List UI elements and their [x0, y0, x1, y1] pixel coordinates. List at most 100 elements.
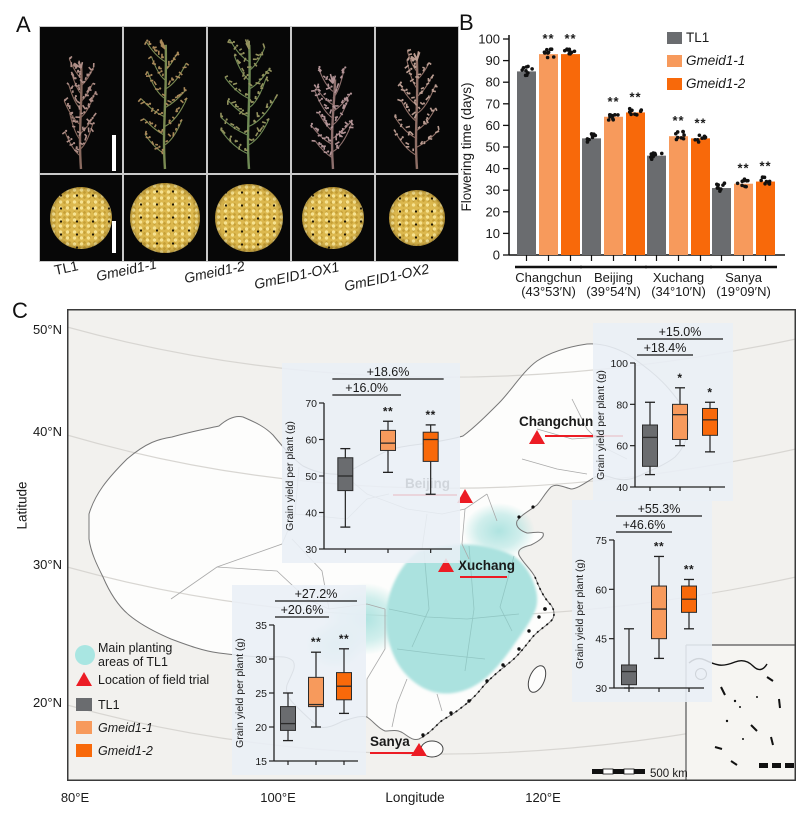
significance-mark: **	[654, 539, 664, 553]
bar-Gmeid1-2-Xuchang	[691, 138, 710, 255]
map-legend: Main planting areas of TL1 Location of f…	[75, 641, 209, 758]
svg-text:15: 15	[255, 756, 267, 768]
percent-increase-annotation: +15.0%	[659, 325, 702, 339]
lat-tick-30n: 30°N	[32, 557, 62, 572]
significance-mark: **	[759, 159, 771, 174]
svg-text:60: 60	[486, 118, 500, 133]
lat-tick-40n: 40°N	[32, 424, 62, 439]
box-Gmeid1-1	[380, 429, 396, 451]
significance-mark: **	[694, 115, 706, 130]
flowering-time-bar-chart: 0 10 20 30 40 50 60 70 80 90 100 Flowering time (da…	[459, 30, 785, 299]
nine-dash-line-marks	[759, 763, 794, 768]
latitude-axis-label: Latitude	[14, 481, 30, 530]
svg-text:40: 40	[616, 482, 628, 494]
significance-mark: **	[737, 161, 749, 176]
box-Gmeid1-1	[651, 585, 667, 640]
percent-increase-annotation: +18.6%	[367, 365, 410, 379]
legend-gmeid1-1-label: Gmeid1-1	[98, 721, 153, 735]
map-frame	[67, 309, 796, 781]
map-scale-bar: 500 km	[592, 768, 688, 780]
panel-b-letter: B	[459, 10, 474, 35]
group-label: Sanya	[725, 270, 763, 285]
svg-text:40: 40	[486, 161, 500, 176]
plant-photo-4	[375, 26, 459, 174]
significance-mark: **	[629, 89, 641, 104]
significance-mark: **	[564, 31, 576, 46]
legend-tl1-label: TL1	[98, 698, 120, 712]
svg-text:35: 35	[255, 620, 267, 632]
group-label: Xuchang	[653, 270, 704, 285]
trial-location-legend-icon	[76, 672, 92, 686]
svg-text:100: 100	[478, 32, 500, 47]
svg-text:60: 60	[305, 435, 317, 447]
seed-photo-2	[207, 174, 291, 262]
svg-text:70: 70	[486, 96, 500, 111]
significance-mark: **	[425, 408, 435, 422]
xuchang-marker-icon	[438, 558, 454, 572]
significance-mark: **	[542, 31, 554, 46]
bar-Gmeid1-2-Changchun	[561, 54, 580, 256]
lon-tick-120e: 120°E	[525, 790, 561, 805]
svg-text:75: 75	[595, 535, 607, 547]
bar-Gmeid1-1-Sanya	[734, 183, 753, 255]
gmeid1-1-legend-swatch	[76, 721, 92, 734]
plant-photo-3	[291, 26, 375, 174]
plant-photo-0	[39, 26, 123, 174]
svg-text:25: 25	[255, 688, 267, 700]
legend-label: TL1	[686, 30, 709, 45]
longitude-axis-label: Longitude	[385, 790, 445, 805]
bar-TL1-Changchun	[517, 71, 536, 256]
svg-text:60: 60	[595, 584, 607, 596]
box-Gmeid1-1	[308, 676, 324, 708]
lon-tick-100e: 100°E	[260, 790, 296, 805]
significance-mark: **	[383, 404, 393, 418]
legend-swatch-TL1	[667, 32, 682, 44]
svg-text:Grain yield per plant (g): Grain yield per plant (g)	[234, 638, 246, 748]
gmeid1-2-legend-swatch	[76, 744, 92, 757]
coastal-islands	[418, 505, 555, 740]
city-label-sanya: Sanya	[370, 734, 410, 749]
group-sublabel: (19°09′N)	[716, 284, 771, 299]
seed-plate	[50, 187, 112, 249]
lat-tick-20n: 20°N	[32, 695, 62, 710]
box-TL1	[621, 664, 637, 686]
legend-label: Gmeid1-1	[686, 53, 745, 68]
sanya-marker-icon	[411, 743, 427, 756]
legend-label: Gmeid1-2	[686, 76, 746, 91]
legend-planting-line1: Main planting	[98, 641, 172, 655]
seed-scale-bar	[112, 221, 116, 253]
svg-text:20: 20	[255, 722, 267, 734]
legend-gmeid1-2-label: Gmeid1-2	[98, 744, 153, 758]
significance-mark: *	[677, 371, 682, 385]
yield-boxplot-sanya: 15 20 25 30 35 Grain yield per plant (g) ** ** +…	[232, 585, 366, 775]
svg-text:0: 0	[493, 248, 500, 263]
percent-increase-annotation: +18.4%	[644, 341, 687, 355]
yield-boxplot-xuchang: 30 45 60 75 Grain yield per plant (g) ** ** +46…	[572, 500, 712, 702]
genotype-label-0: TL1	[52, 257, 80, 278]
significance-mark: **	[607, 94, 619, 109]
svg-text:80: 80	[616, 399, 628, 411]
beijing-marker-icon	[457, 489, 473, 503]
bar-Gmeid1-1-Xuchang	[669, 136, 688, 255]
bar-TL1-Xuchang	[647, 155, 666, 255]
percent-increase-annotation: +55.3%	[638, 502, 681, 516]
panel-c-letter: C	[12, 298, 28, 323]
significance-mark: **	[672, 113, 684, 128]
box-TL1	[280, 706, 296, 731]
plant-photo-2	[207, 26, 291, 174]
legend-trial-label: Location of field trial	[98, 673, 209, 687]
group-sublabel: (39°54′N)	[586, 284, 641, 299]
group-sublabel: (34°10′N)	[651, 284, 706, 299]
seed-photo-3	[291, 174, 375, 262]
group-label: Beijing	[594, 270, 633, 285]
significance-mark: **	[339, 632, 349, 646]
changchun-marker-icon	[529, 430, 545, 444]
svg-text:Flowering time (days): Flowering time (days)	[459, 82, 474, 211]
svg-text:Grain yield per plant (g): Grain yield per plant (g)	[574, 559, 586, 669]
bar-TL1-Beijing	[582, 138, 601, 255]
lat-tick-50n: 50°N	[32, 322, 62, 337]
percent-increase-annotation: +46.6%	[623, 518, 666, 532]
legend-planting-line2: areas of TL1	[98, 655, 168, 669]
lon-tick-80e: 80°E	[60, 790, 90, 805]
